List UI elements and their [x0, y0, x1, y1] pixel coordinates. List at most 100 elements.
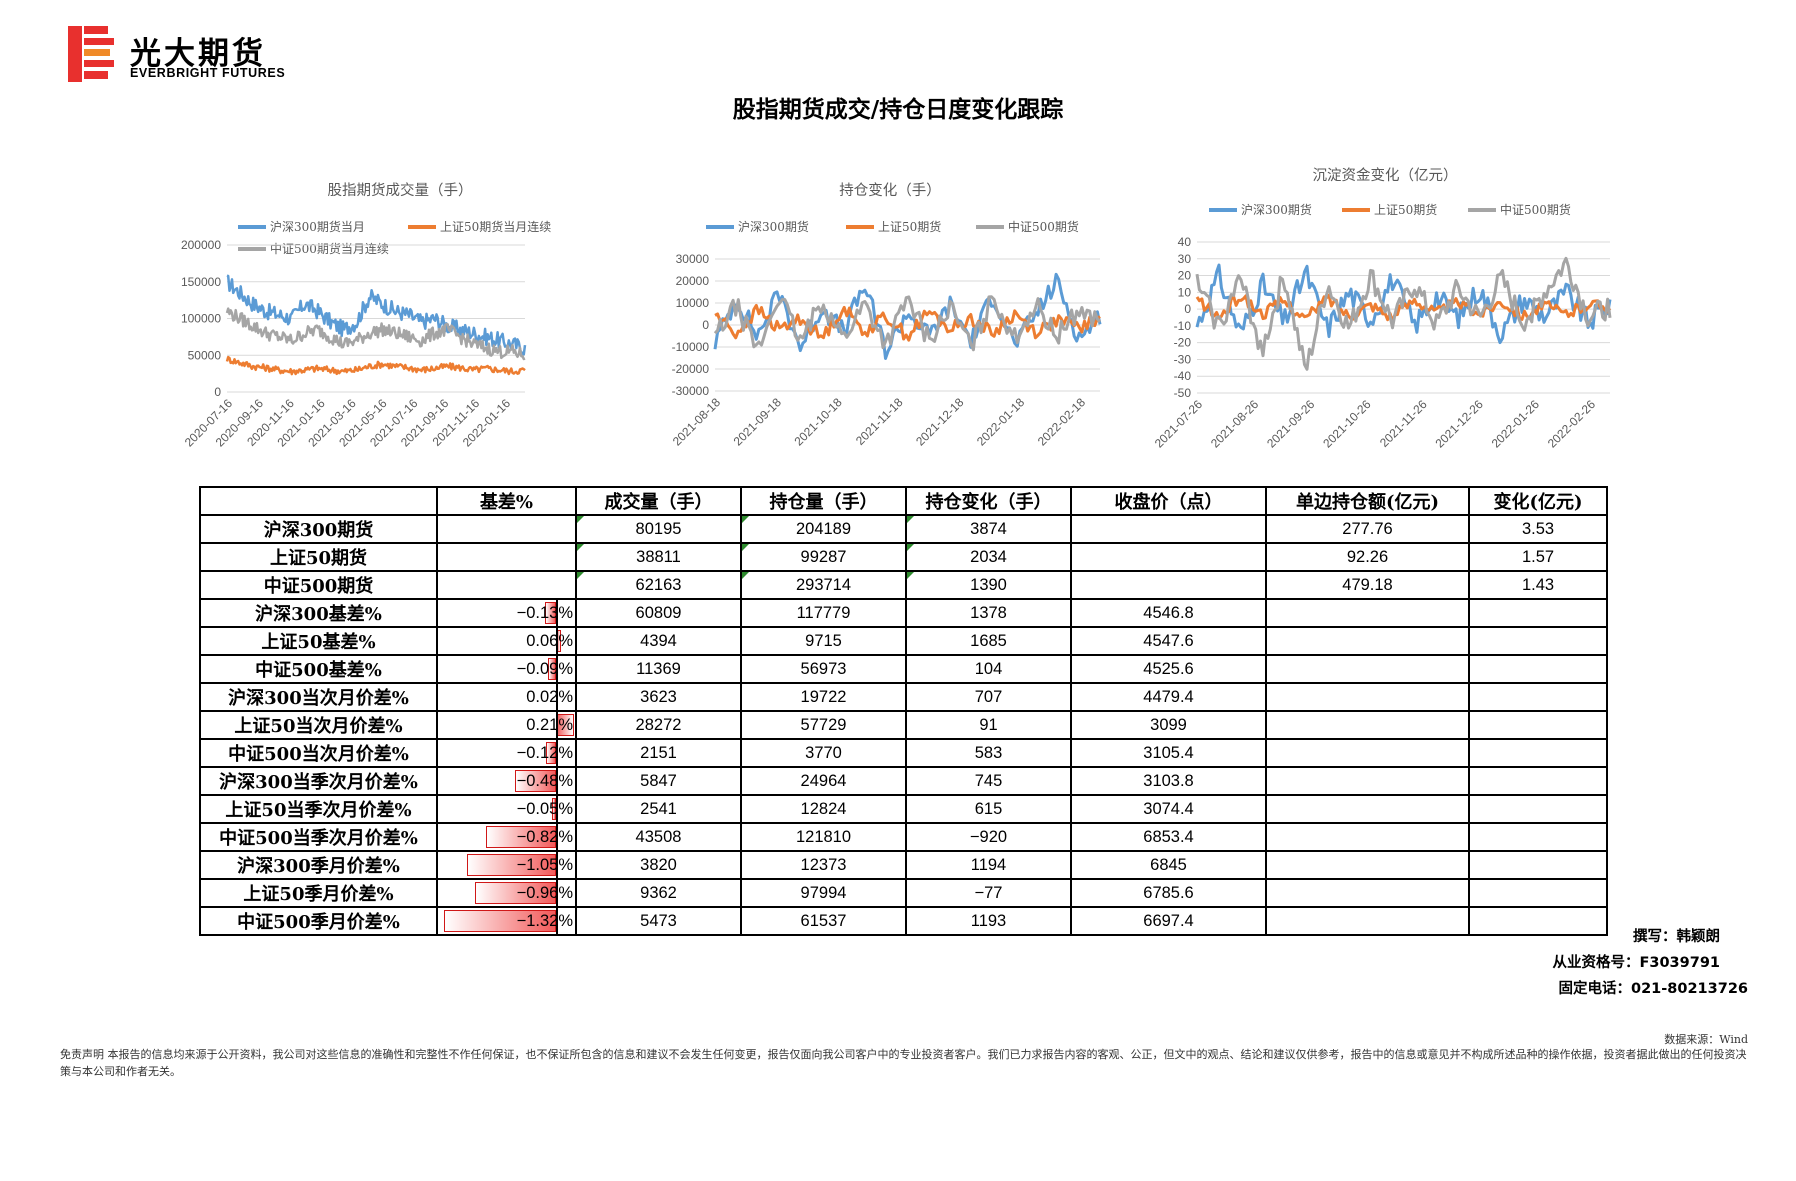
x-tick-label: 2022-01-26	[1489, 397, 1543, 451]
x-tick-label: 2021-12-18	[913, 395, 967, 449]
legend-entry: 沪深300期货当月	[238, 219, 365, 234]
basis-bar	[551, 798, 556, 820]
oi-change-cell: 1685	[905, 626, 1072, 656]
position-amount-cell	[1265, 794, 1470, 824]
comment-marker	[742, 544, 749, 551]
basis-value: −1.32%	[516, 912, 573, 930]
table-row: 上证50季月价差% −0.96% 9362 97994 −77 6785.6	[199, 878, 1608, 908]
row-label: 中证500基差%	[199, 654, 438, 684]
amount-change-cell	[1468, 654, 1608, 684]
table-row: 中证500当季次月价差% −0.82% 43508 121810 −920 6853.4	[199, 822, 1608, 852]
basis-value: −0.12%	[516, 744, 573, 762]
position-amount-cell	[1265, 822, 1470, 852]
y-tick-label: 30	[1178, 252, 1192, 266]
capital-change-chart: 沉淀资金变化（亿元） 沪深300期货 上证50期货 中证500期货 40 30 20 10 0…	[1152, 160, 1615, 475]
open-interest-value: 61537	[800, 911, 847, 930]
header-label	[199, 486, 438, 516]
oi-change-cell: −77	[905, 878, 1072, 908]
y-tick-label: -50	[1174, 386, 1192, 400]
table-header-row: 基差% 成交量（手） 持仓量（手） 持仓变化（手） 收盘价（点） 单边持仓额(亿…	[199, 486, 1608, 516]
legend-entry: 中证500期货当月连续	[238, 241, 389, 256]
open-interest-cell: 3770	[740, 738, 907, 768]
oi-change-cell: 745	[905, 766, 1072, 796]
row-label: 中证500期货	[199, 570, 438, 600]
logo-text-en: EVERBRIGHT FUTURES	[130, 66, 286, 80]
open-interest-value: 99287	[800, 547, 847, 566]
volume-value: 62163	[635, 575, 682, 594]
table-row: 中证500基差% −0.09% 11369 56973 104 4525.6	[199, 654, 1608, 684]
basis-axis	[556, 796, 558, 822]
volume-cell: 4394	[575, 626, 742, 656]
oi-change-value: −77	[974, 883, 1003, 902]
oi-change-value: 91	[979, 715, 998, 734]
basis-cell: 0.02%	[436, 682, 577, 712]
oi-change-cell: 1390	[905, 570, 1072, 600]
close-value: 6853.4	[1143, 827, 1194, 846]
oi-change-value: 583	[974, 743, 1003, 762]
close-value: 4525.6	[1143, 659, 1194, 678]
futures-table: 基差% 成交量（手） 持仓量（手） 持仓变化（手） 收盘价（点） 单边持仓额(亿…	[199, 486, 1608, 936]
oi-change-cell: 91	[905, 710, 1072, 740]
row-label: 上证50当季次月价差%	[199, 794, 438, 824]
open-interest-value: 12824	[800, 799, 847, 818]
basis-axis	[556, 684, 558, 710]
y-tick-label: -10	[1174, 319, 1192, 333]
table-row: 上证50当次月价差% 0.21% 28272 57729 91 3099	[199, 710, 1608, 740]
volume-value: 43508	[635, 827, 682, 846]
row-label: 沪深300季月价差%	[199, 850, 438, 880]
y-tick-label: 100000	[181, 312, 221, 326]
comment-marker	[907, 516, 914, 523]
author: 撰写：韩颖朗	[1633, 929, 1720, 945]
close-cell: 4479.4	[1070, 682, 1267, 712]
open-interest-value: 97994	[800, 883, 847, 902]
basis-value: −1.05%	[516, 856, 573, 874]
table-row: 中证500当次月价差% −0.12% 2151 3770 583 3105.4	[199, 738, 1608, 768]
basis-value: −0.09%	[516, 660, 573, 678]
comment-marker	[742, 572, 749, 579]
oi-change-value: 1193	[970, 911, 1007, 930]
x-tick-label: 2021-11-26	[1377, 397, 1430, 450]
basis-bar	[548, 658, 556, 680]
close-value: 6697.4	[1143, 911, 1194, 930]
header-basis: 基差%	[436, 486, 577, 516]
volume-value: 80195	[635, 519, 682, 538]
oi-change-cell: 104	[905, 654, 1072, 684]
basis-cell	[436, 570, 577, 600]
table-row: 沪深300季月价差% −1.05% 3820 12373 1194 6845	[199, 850, 1608, 880]
basis-value: −0.48%	[516, 772, 573, 790]
header-open-interest: 持仓量（手）	[740, 486, 907, 516]
basis-value: 0.02%	[526, 688, 573, 706]
position-amount-cell	[1265, 766, 1470, 796]
basis-cell: −0.82%	[436, 822, 577, 852]
oi-change-value: 3874	[970, 519, 1007, 538]
oi-change-value: 615	[974, 799, 1003, 818]
basis-cell	[436, 542, 577, 572]
amount-change-cell: 1.43	[1468, 570, 1608, 600]
logo-text-cn: 光大期货	[130, 36, 266, 72]
header-amount-change: 变化(亿元)	[1468, 486, 1608, 516]
basis-cell: −0.13%	[436, 598, 577, 628]
open-interest-cell: 293714	[740, 570, 907, 600]
row-label: 上证50期货	[199, 542, 438, 572]
volume-value: 38811	[636, 547, 681, 566]
y-tick-label: 50000	[188, 348, 222, 362]
basis-axis	[556, 740, 558, 766]
legend-entry: 中证500期货	[976, 219, 1079, 234]
amount-change-cell	[1468, 766, 1608, 796]
close-cell: 3105.4	[1070, 738, 1267, 768]
open-interest-value: 121810	[795, 827, 852, 846]
basis-axis	[556, 656, 558, 682]
volume-value: 3623	[640, 687, 677, 706]
volume-cell: 11369	[575, 654, 742, 684]
row-label: 中证500当次月价差%	[199, 738, 438, 768]
basis-cell: −0.48%	[436, 766, 577, 796]
amount-change-cell: 3.53	[1468, 514, 1608, 544]
amount-change-value: 1.43	[1521, 575, 1555, 594]
oi-change-cell: 3874	[905, 514, 1072, 544]
volume-cell: 5847	[575, 766, 742, 796]
close-cell: 6845	[1070, 850, 1267, 880]
y-tick-label: 200000	[181, 238, 221, 252]
close-cell: 6853.4	[1070, 822, 1267, 852]
basis-cell: 0.21%	[436, 710, 577, 740]
x-tick-label: 2021-08-18	[670, 395, 724, 449]
